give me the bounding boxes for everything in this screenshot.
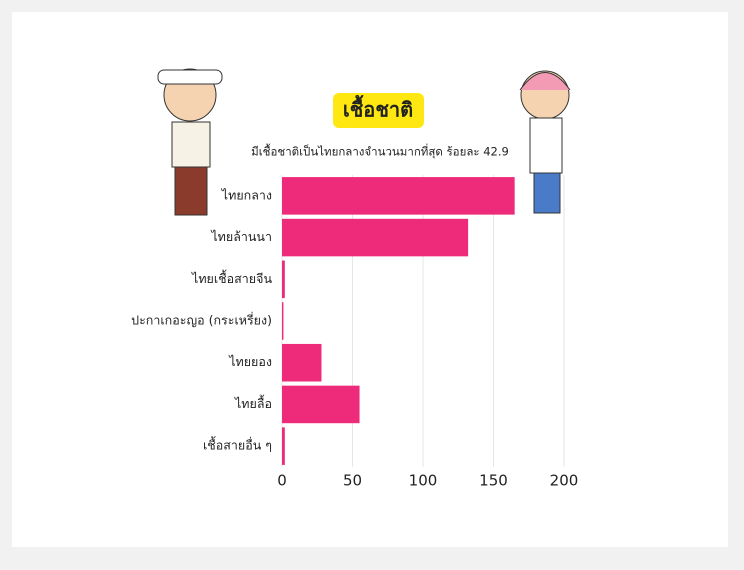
chart-subtitle: มีเชื้อชาติเป็นไทยกลางจำนวนมากที่สุด ร้อ… (251, 144, 509, 159)
x-tick-label: 150 (479, 472, 508, 490)
x-tick-label: 0 (277, 472, 287, 490)
y-tick-label: ไทยลื้อ (234, 394, 272, 411)
bar (282, 261, 285, 299)
x-tick-label: 200 (550, 472, 579, 490)
bar (282, 344, 321, 382)
bar (282, 219, 468, 257)
bar (282, 427, 285, 465)
y-tick-label: ไทยล้านนา (210, 229, 272, 244)
chart-title: เชื้อชาติ (343, 95, 413, 122)
y-tick-label: ไทยยอง (228, 354, 272, 369)
y-tick-label: ไทยเชื้อสายจีน (191, 269, 272, 286)
bar (282, 177, 515, 215)
x-tick-label: 50 (343, 472, 362, 490)
bar (282, 302, 283, 340)
y-tick-label: ปะกาเกอะญอ (กระเหรี่ยง) (131, 312, 272, 328)
card (12, 12, 728, 547)
x-tick-label: 100 (409, 472, 438, 490)
chart: เชื้อชาติ มีเชื้อชาติเป็นไทยกลางจำนวนมาก… (0, 0, 744, 570)
bar (282, 386, 360, 424)
y-tick-label: ไทยกลาง (221, 187, 272, 202)
y-tick-label: เชื้อสายอื่น ๆ (203, 436, 272, 453)
